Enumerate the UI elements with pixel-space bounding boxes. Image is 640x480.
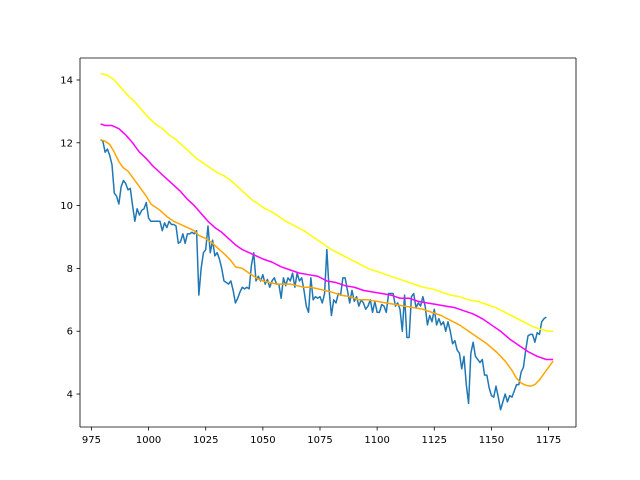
x-tick-label: 975 bbox=[82, 435, 101, 446]
x-tick-label: 1100 bbox=[364, 435, 389, 446]
series-line-3 bbox=[100, 72, 554, 332]
plot-area bbox=[80, 58, 576, 427]
x-tick-label: 1000 bbox=[136, 435, 161, 446]
series-line-1 bbox=[100, 138, 554, 387]
x-tick-label: 1175 bbox=[536, 435, 561, 446]
series-layer bbox=[100, 72, 554, 411]
y-tick-label: 4 bbox=[67, 390, 73, 401]
x-tick-label: 1150 bbox=[479, 435, 504, 446]
x-tick-label: 1075 bbox=[307, 435, 332, 446]
x-axis-ticks: 975 1000 1025 1050 1075 1100 1125 1150 1175 bbox=[82, 427, 561, 446]
axes-frame bbox=[79, 57, 577, 428]
y-tick-label: 6 bbox=[67, 327, 73, 338]
y-tick-label: 10 bbox=[60, 201, 73, 212]
y-tick-label: 12 bbox=[60, 138, 73, 149]
x-tick-label: 1050 bbox=[250, 435, 275, 446]
y-axis-ticks: 4 6 8 10 12 14 bbox=[60, 75, 80, 401]
series-line-0 bbox=[100, 139, 547, 411]
y-tick-label: 14 bbox=[60, 75, 73, 86]
y-tick-label: 8 bbox=[67, 264, 73, 275]
series-line-2 bbox=[100, 123, 554, 361]
x-tick-label: 1025 bbox=[193, 435, 218, 446]
x-tick-label: 1125 bbox=[422, 435, 447, 446]
